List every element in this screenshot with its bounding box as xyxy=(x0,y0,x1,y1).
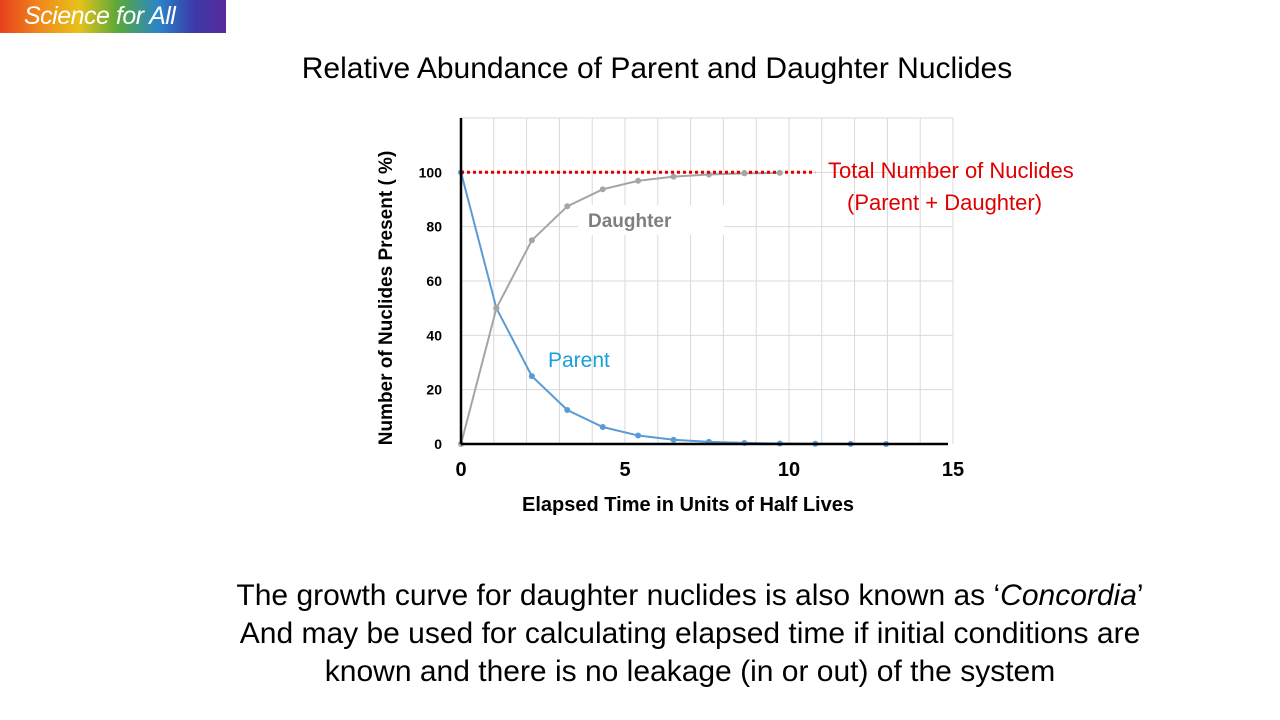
y-tick-label: 40 xyxy=(426,327,442,343)
total-nuclides-label: Total Number of Nuclides xyxy=(828,158,1074,183)
parent-data-point xyxy=(670,436,677,443)
caption-line-2: And may be used for calculating elapsed … xyxy=(239,617,1141,650)
x-tick-label: 0 xyxy=(455,459,466,481)
x-axis-title: Elapsed Time in Units of Half Lives xyxy=(522,494,854,516)
daughter-data-point xyxy=(670,173,677,180)
y-tick-label: 0 xyxy=(434,436,442,452)
daughter-data-point xyxy=(635,177,642,184)
parent-curve-label: Parent xyxy=(548,349,610,372)
daughter-data-point xyxy=(493,305,500,312)
x-tick-label: 10 xyxy=(778,459,800,481)
caption-line-1: The growth curve for daughter nuclides i… xyxy=(236,579,1144,612)
daughter-curve-label: Daughter xyxy=(588,211,672,232)
y-tick-label: 80 xyxy=(426,219,442,235)
caption: The growth curve for daughter nuclides i… xyxy=(180,577,1200,691)
y-axis-title: Number of Nuclides Present ( %) xyxy=(376,151,397,446)
y-tick-label: 100 xyxy=(419,164,443,180)
total-overlap-point xyxy=(741,169,747,175)
y-tick-label: 60 xyxy=(426,273,442,289)
daughter-series-line xyxy=(460,171,780,445)
y-tick-label: 20 xyxy=(426,382,442,398)
x-tick-label: 15 xyxy=(942,459,964,481)
daughter-data-point xyxy=(564,203,571,210)
chart-axes: 0 20 40 60 80 100 0 5 10 15 xyxy=(419,118,964,481)
daughter-data-point xyxy=(599,186,606,193)
science-for-all-logo: Science for All xyxy=(0,0,226,33)
total-overlap-point xyxy=(777,169,783,175)
caption-line-3: known and there is no leakage (in or out… xyxy=(324,655,1056,688)
parent-data-point xyxy=(528,373,535,380)
chart-labels: Daughter Parent Total Number of Nuclides… xyxy=(376,151,1074,516)
total-nuclides-sublabel: (Parent + Daughter) xyxy=(847,190,1042,215)
slide-title: Relative Abundance of Parent and Daughte… xyxy=(301,52,1013,85)
parent-data-point xyxy=(599,424,606,431)
x-tick-label: 5 xyxy=(619,459,630,481)
parent-data-point xyxy=(564,407,571,414)
parent-data-point xyxy=(635,432,642,439)
daughter-label-background xyxy=(578,205,724,235)
daughter-data-point xyxy=(528,237,535,244)
